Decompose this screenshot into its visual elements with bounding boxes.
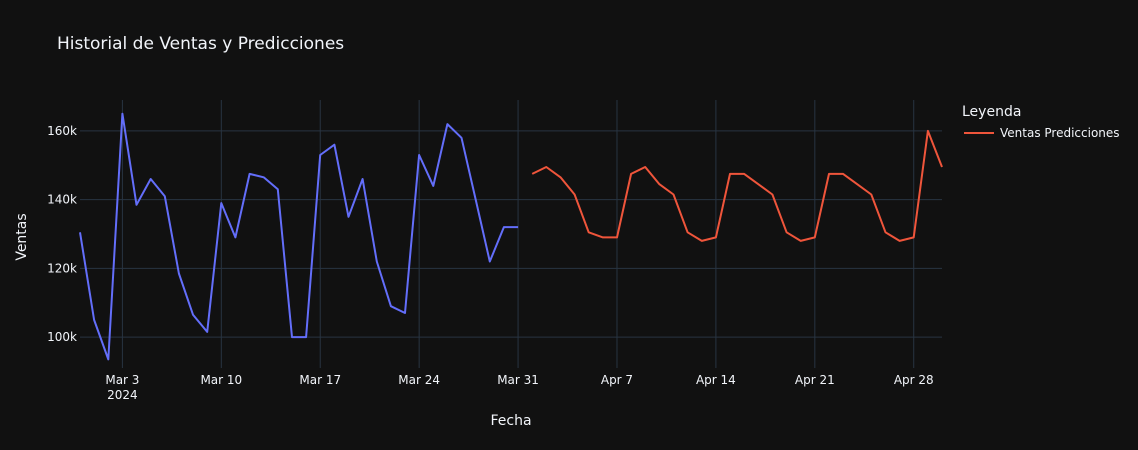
y-tick-label: 100k — [47, 330, 77, 344]
chart-title: Historial de Ventas y Predicciones — [57, 34, 345, 54]
x-tick-label: Mar 24 — [398, 373, 440, 387]
x-tick-label: Apr 7 — [601, 373, 633, 387]
series-line-ventas-predicciones — [531, 129, 943, 242]
legend-item-ventas-predicciones[interactable]: Ventas Predicciones — [964, 123, 1120, 143]
x-tick-label: Apr 14 — [696, 373, 736, 387]
legend-title: Leyenda — [962, 104, 1022, 120]
y-axis-ticks: 100k 120k 140k 160k — [47, 124, 77, 344]
y-tick-label: 140k — [47, 193, 77, 207]
x-tick-label: Mar 3 — [105, 373, 139, 387]
series-line-historial — [79, 112, 519, 361]
x-tick-label: Apr 28 — [894, 373, 934, 387]
legend-label: Ventas Predicciones — [1000, 126, 1120, 140]
y-axis-title: Ventas — [14, 213, 30, 260]
x-axis-title: Fecha — [490, 413, 531, 429]
y-tick-label: 160k — [47, 124, 77, 138]
x-tick-label: Apr 21 — [795, 373, 835, 387]
x-tick-label: Mar 10 — [200, 373, 242, 387]
x-tick-label: Mar 31 — [497, 373, 539, 387]
x-tick-sublabel: 2024 — [107, 388, 138, 402]
legend-swatch-line — [964, 132, 994, 134]
y-tick-label: 120k — [47, 261, 77, 275]
series-lines — [79, 112, 943, 361]
horizontal-gridlines — [80, 130, 942, 338]
x-tick-label: Mar 17 — [299, 373, 341, 387]
